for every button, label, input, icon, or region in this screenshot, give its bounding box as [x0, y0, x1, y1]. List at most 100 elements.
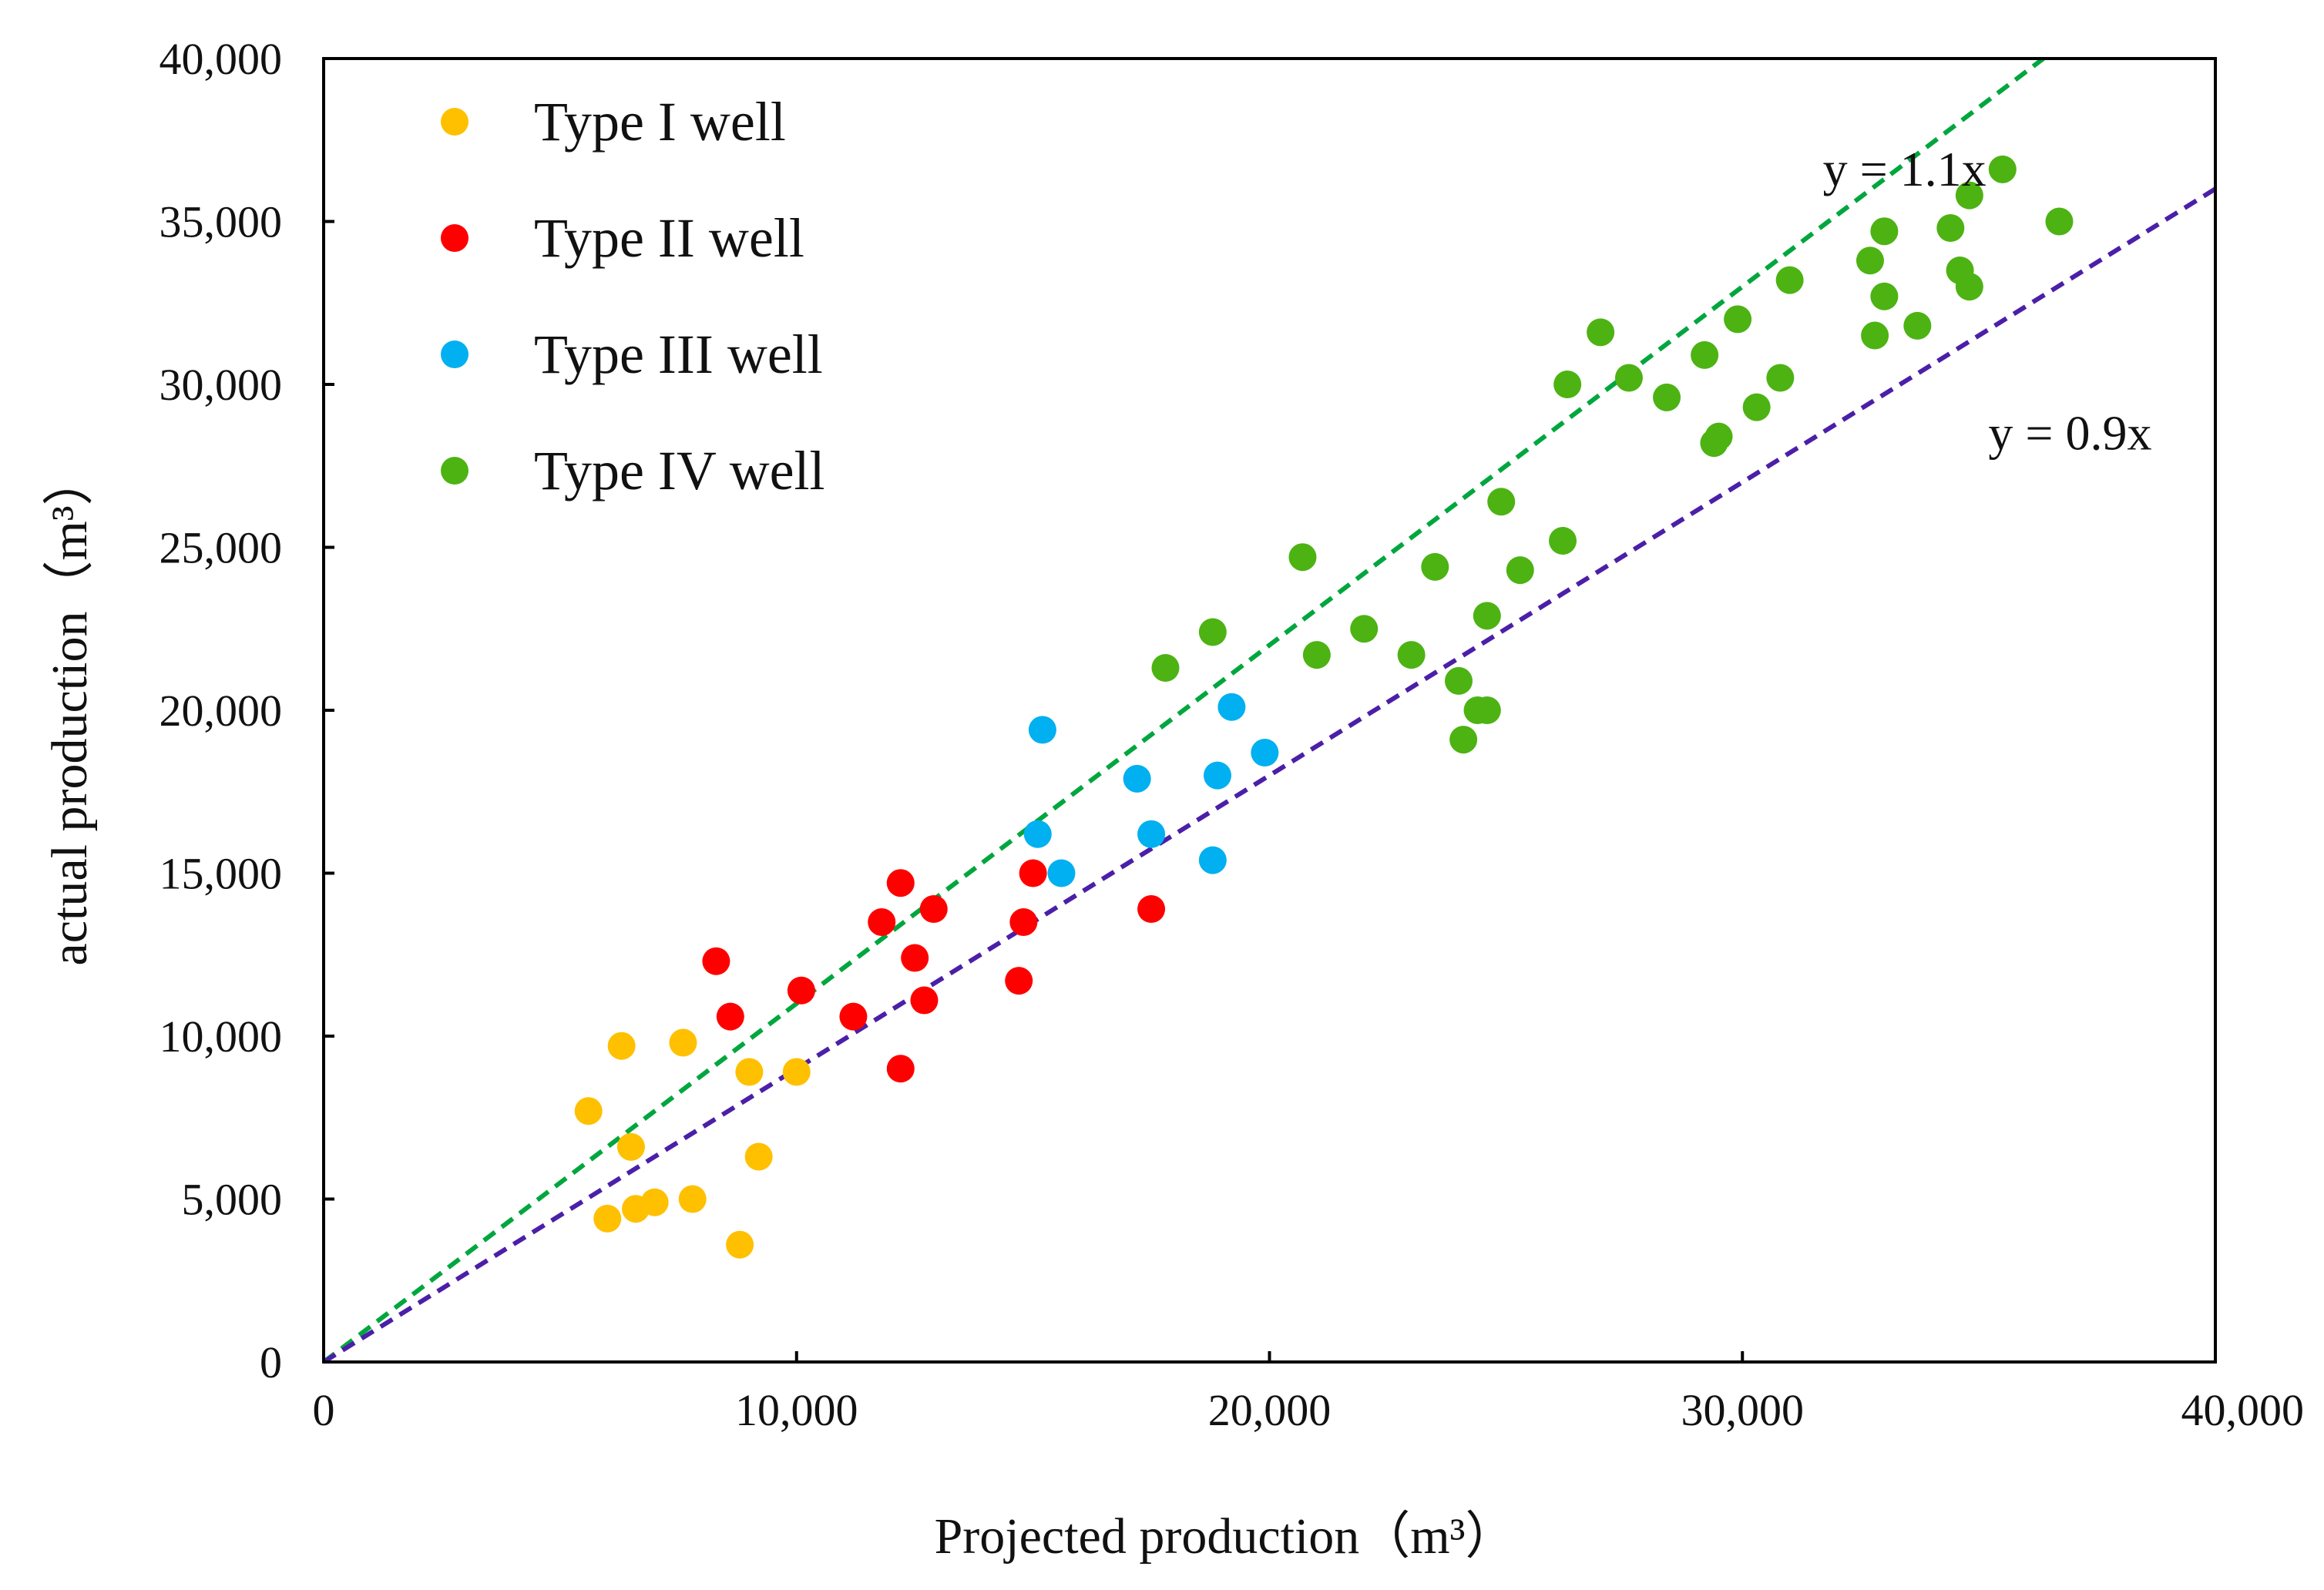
- point-series3-4: [1123, 764, 1151, 793]
- point-series4-6: [1397, 641, 1426, 669]
- point-series1-9: [726, 1230, 754, 1259]
- point-series3-9: [1251, 738, 1279, 766]
- legend-label-3: Type III well: [534, 324, 823, 385]
- reference-line-labels: y = 1.1x y = 0.9x: [1823, 142, 2152, 461]
- x-tick-label-4: 40,000: [2181, 1385, 2305, 1435]
- point-series1-10: [735, 1058, 764, 1086]
- point-series4-26: [1775, 266, 1804, 294]
- x-tick-label-1: 10,000: [735, 1385, 858, 1435]
- reference-line-label-1: y = 1.1x: [1823, 142, 1986, 196]
- point-series4-36: [1988, 155, 2017, 183]
- point-series4-15: [1549, 527, 1577, 555]
- y-tick-label-5: 25,000: [160, 523, 283, 573]
- point-series1-11: [744, 1142, 773, 1171]
- point-series4-7: [1421, 552, 1449, 581]
- reference-lines: [322, 56, 2217, 1364]
- point-series1-12: [782, 1058, 811, 1086]
- point-series4-4: [1302, 641, 1331, 669]
- point-series2-5: [868, 907, 896, 936]
- point-series4-3: [1288, 543, 1317, 572]
- point-series1-3: [616, 1132, 645, 1161]
- x-tick-label-0: 0: [313, 1385, 335, 1435]
- point-series4-28: [1861, 321, 1889, 350]
- point-series4-22: [1704, 422, 1733, 451]
- point-series4-13: [1487, 488, 1516, 516]
- x-axis-ticks: 0 10,000 20,000 30,000 40,000: [313, 1351, 2305, 1435]
- legend: Type I well Type II well Type III well Type…: [441, 91, 825, 501]
- y-tick-label-8: 40,000: [160, 34, 283, 84]
- legend-label-2: Type II well: [534, 207, 804, 269]
- point-series1-7: [669, 1028, 697, 1057]
- point-series4-37: [2045, 207, 2074, 236]
- y-tick-label-7: 35,000: [160, 197, 283, 247]
- point-series3-8: [1217, 693, 1246, 721]
- point-series1-4: [593, 1204, 622, 1233]
- point-series4-30: [1870, 282, 1899, 310]
- point-series2-7: [886, 1055, 915, 1083]
- point-series2-2: [716, 1002, 744, 1031]
- point-series4-8: [1445, 666, 1473, 695]
- y-tick-label-3: 15,000: [160, 849, 283, 899]
- legend-marker-2: [441, 224, 468, 252]
- point-series4-34: [1955, 181, 1983, 210]
- x-tick-label-2: 20,000: [1208, 1385, 1332, 1435]
- point-series4-18: [1614, 364, 1643, 392]
- point-series4-31: [1903, 311, 1932, 340]
- point-series2-14: [1137, 895, 1166, 924]
- point-series3-5: [1137, 820, 1166, 848]
- y-axis-title: actual production（m³）: [42, 455, 98, 965]
- point-series4-23: [1724, 305, 1752, 334]
- point-series2-12: [1009, 907, 1038, 936]
- legend-marker-4: [441, 457, 468, 485]
- point-series2-3: [787, 976, 815, 1005]
- y-tick-label-6: 30,000: [160, 360, 283, 410]
- point-series4-19: [1653, 383, 1681, 411]
- point-series2-6: [886, 869, 915, 897]
- legend-label-1: Type I well: [534, 91, 786, 153]
- point-series4-24: [1742, 393, 1771, 421]
- reference-line-label-2: y = 0.9x: [1988, 406, 2151, 461]
- reference-line-2: [322, 186, 2217, 1364]
- y-tick-label-0: 0: [260, 1337, 282, 1387]
- point-series3-3: [1047, 859, 1076, 887]
- point-series2-1: [702, 947, 730, 975]
- point-series3-7: [1203, 761, 1231, 790]
- point-series2-10: [919, 895, 948, 924]
- point-series4-5: [1350, 615, 1379, 643]
- point-series2-4: [839, 1002, 868, 1031]
- point-series4-11: [1473, 696, 1501, 724]
- point-series2-13: [1019, 859, 1047, 887]
- point-series4-17: [1587, 318, 1615, 347]
- point-series1-2: [607, 1031, 636, 1060]
- point-series1-1: [574, 1097, 603, 1125]
- y-axis-ticks: 0 5,000 10,000 15,000 20,000 25,000 30,000 35,0…: [160, 34, 334, 1387]
- point-series4-25: [1766, 364, 1795, 392]
- point-series1-8: [678, 1185, 707, 1213]
- point-series4-2: [1198, 618, 1227, 646]
- legend-marker-3: [441, 340, 468, 368]
- point-series3-2: [1028, 716, 1056, 744]
- data-points: [574, 155, 2074, 1259]
- point-series1-6: [640, 1188, 669, 1216]
- reference-line-1: [322, 56, 2045, 1364]
- y-tick-label-4: 20,000: [160, 686, 283, 736]
- point-series3-1: [1023, 820, 1052, 848]
- point-series4-27: [1856, 247, 1884, 275]
- legend-marker-1: [441, 108, 468, 136]
- point-series4-14: [1506, 556, 1534, 585]
- point-series4-9: [1449, 726, 1478, 754]
- point-series4-32: [1936, 213, 1965, 242]
- point-series4-16: [1553, 371, 1582, 398]
- point-series2-11: [1005, 967, 1033, 995]
- y-tick-label-2: 10,000: [160, 1011, 283, 1062]
- point-series4-35: [1955, 273, 1983, 301]
- point-series4-12: [1473, 602, 1501, 630]
- x-axis-title: Projected production（m³）: [935, 1508, 1516, 1565]
- point-series4-1: [1151, 654, 1180, 683]
- point-series4-29: [1870, 217, 1899, 246]
- y-tick-label-1: 5,000: [182, 1175, 283, 1225]
- point-series2-8: [901, 944, 929, 972]
- x-tick-label-3: 30,000: [1681, 1385, 1805, 1435]
- point-series3-6: [1198, 846, 1227, 874]
